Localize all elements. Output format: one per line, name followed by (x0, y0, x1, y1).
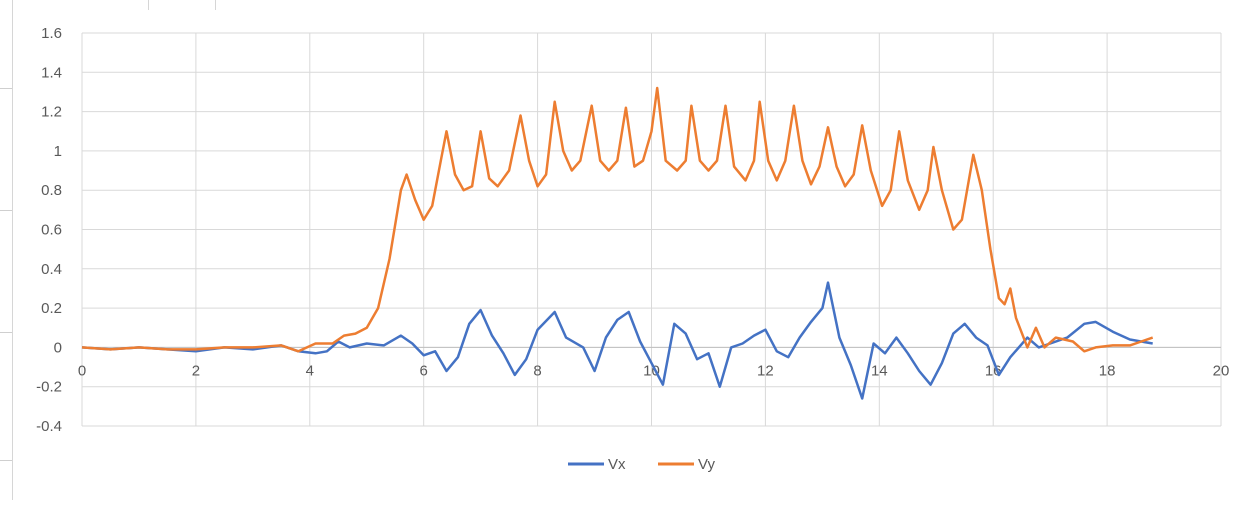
x-tick-label: 4 (306, 362, 314, 379)
x-tick-label: 8 (533, 362, 541, 379)
y-tick-label: 0.2 (41, 300, 62, 317)
series-lines (81, 86, 1154, 400)
y-tick-label: 1 (54, 143, 62, 160)
x-tick-label: 2 (192, 362, 200, 379)
x-tick-label: 14 (871, 362, 888, 379)
series-line-vy (81, 86, 1154, 353)
y-tick-label: 0.6 (41, 222, 62, 239)
background-frame-tab (148, 0, 216, 10)
x-tick-label: 18 (1099, 362, 1116, 379)
legend-label-vy: Vy (698, 456, 715, 473)
line-chart: -0.4 -0.2 0 0.2 0.4 0.6 0.8 1 1.2 1.4 1.6 0 2 4 6 8 10 12… (36, 25, 1229, 473)
background-frame (0, 0, 13, 500)
x-tick-label: 16 (985, 362, 1002, 379)
gridlines (81, 32, 1222, 427)
series-line-vx (81, 281, 1153, 400)
x-tick-label: 0 (78, 362, 86, 379)
y-tick-label: 0.8 (41, 182, 62, 199)
legend: Vx Vy (568, 456, 715, 473)
y-tick-label: 0 (54, 339, 62, 356)
y-tick-label: 0.4 (41, 261, 62, 278)
y-tick-label: -0.2 (36, 379, 62, 396)
y-tick-label: 1.6 (41, 25, 62, 42)
x-tick-label: 6 (420, 362, 428, 379)
background-frame-mark (0, 332, 12, 333)
background-frame-mark (0, 88, 12, 89)
y-tick-label: 1.4 (41, 64, 62, 81)
x-tick-label: 20 (1213, 362, 1230, 379)
y-tick-label: 1.2 (41, 104, 62, 121)
y-tick-label: -0.4 (36, 418, 62, 435)
x-tick-label: 10 (643, 362, 660, 379)
background-frame-mark (0, 460, 12, 461)
background-frame-mark (0, 210, 12, 211)
legend-label-vx: Vx (608, 456, 626, 473)
chart-container: -0.4 -0.2 0 0.2 0.4 0.6 0.8 1 1.2 1.4 1.6 0 2 4 6 8 10 12… (12, 10, 1260, 500)
axes: -0.4 -0.2 0 0.2 0.4 0.6 0.8 1 1.2 1.4 1.6 0 2 4 6 8 10 12… (36, 25, 1229, 435)
x-tick-label: 12 (757, 362, 774, 379)
